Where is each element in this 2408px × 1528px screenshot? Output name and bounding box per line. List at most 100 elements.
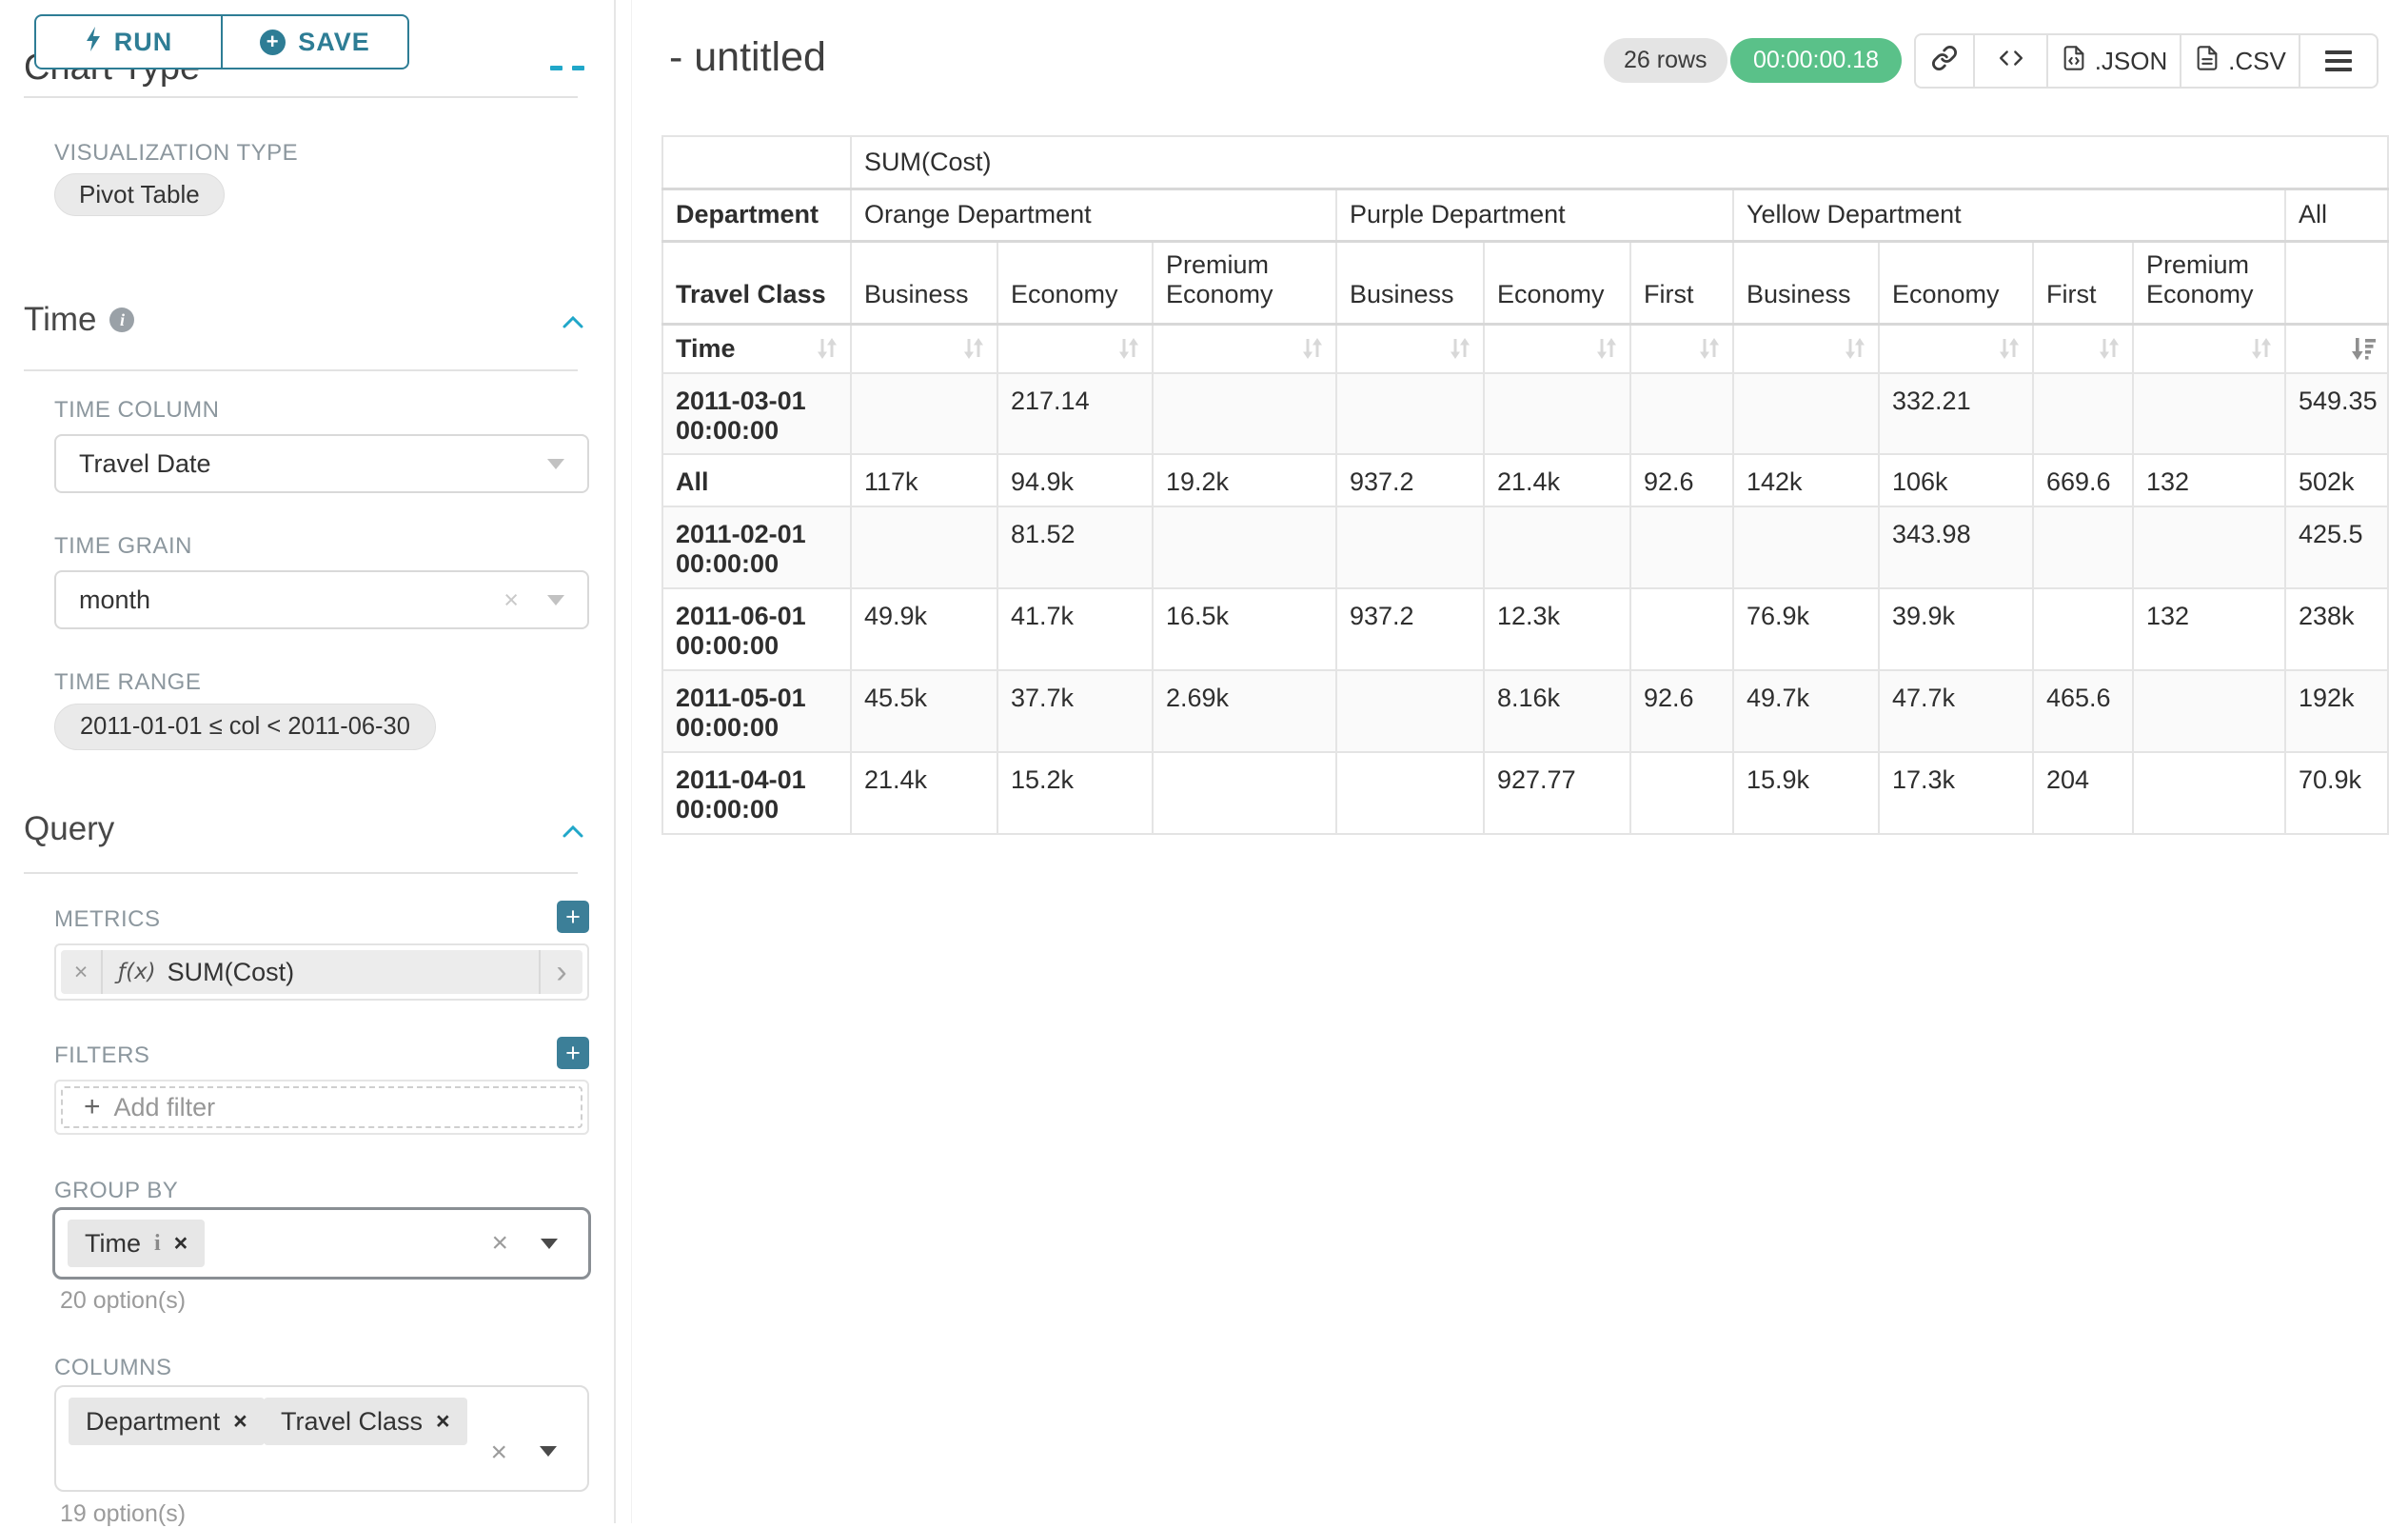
sort-icon[interactable]: [960, 335, 987, 362]
filters-label: FILTERS: [54, 1042, 149, 1069]
sort-icon[interactable]: [1115, 335, 1142, 362]
info-icon[interactable]: i: [109, 308, 134, 332]
value-cell: [1733, 373, 1879, 454]
column-header: Business: [1733, 241, 1879, 324]
share-link-button[interactable]: [1916, 35, 1975, 87]
info-icon[interactable]: i: [154, 1231, 161, 1257]
sort-icon[interactable]: [814, 335, 840, 362]
sort-icon[interactable]: [2096, 335, 2122, 362]
time-grain-value: month: [79, 585, 150, 615]
time-section-header: Time i: [24, 301, 134, 339]
sort-cell: [1630, 324, 1733, 373]
query-section-title: Query: [24, 810, 114, 848]
table-row: 2011-06-01 00:00:0049.9k41.7k16.5k937.21…: [662, 588, 2388, 670]
value-cell: 21.4k: [1484, 454, 1630, 506]
value-cell: 142k: [1733, 454, 1879, 506]
columns-chip[interactable]: Department ×: [69, 1398, 265, 1445]
columns-chip-label: Department: [86, 1407, 220, 1437]
value-cell: [1153, 752, 1336, 834]
time-column-select[interactable]: Travel Date: [54, 434, 589, 493]
sort-descending-icon[interactable]: [2349, 335, 2378, 362]
add-metric-button[interactable]: +: [557, 901, 589, 933]
clear-icon[interactable]: ×: [503, 585, 519, 615]
export-json-button[interactable]: .JSON: [2048, 35, 2181, 87]
row-label-cell: 2011-04-01 00:00:00: [662, 752, 851, 834]
sort-icon[interactable]: [1299, 335, 1326, 362]
metric-name: SUM(Cost): [168, 958, 295, 987]
clear-all-icon[interactable]: ×: [490, 1437, 507, 1469]
value-cell: [1484, 373, 1630, 454]
group-by-select[interactable]: Time i × ×: [52, 1207, 591, 1280]
columns-select[interactable]: Department × Travel Class × ×: [54, 1385, 589, 1492]
add-filter-button[interactable]: + Add filter: [61, 1086, 582, 1128]
group-by-chip[interactable]: Time i ×: [68, 1220, 205, 1267]
row-label-cell: 2011-05-01 00:00:00: [662, 670, 851, 752]
menu-button[interactable]: [2300, 35, 2377, 87]
sort-icon[interactable]: [2248, 335, 2275, 362]
value-cell: 45.5k: [851, 670, 997, 752]
remove-metric-icon[interactable]: ×: [61, 950, 103, 994]
time-grain-select[interactable]: month ×: [54, 570, 589, 629]
metrics-container: × ƒ(x) SUM(Cost) ›: [54, 943, 589, 1001]
value-cell: 669.6: [2033, 454, 2133, 506]
add-filter-label: Add filter: [114, 1093, 216, 1122]
time-range-chip[interactable]: 2011-01-01 ≤ col < 2011-06-30: [54, 704, 436, 750]
value-cell: 70.9k: [2285, 752, 2388, 834]
sort-cell: [1484, 324, 1630, 373]
collapse-chevron-icon[interactable]: [562, 314, 584, 334]
sort-cell: [1336, 324, 1484, 373]
value-cell: [2133, 670, 2285, 752]
export-csv-button[interactable]: .CSV: [2181, 35, 2300, 87]
chevron-right-icon[interactable]: ›: [539, 950, 582, 994]
sort-desc-cell: [2285, 324, 2388, 373]
sort-icon[interactable]: [1696, 335, 1723, 362]
metric-chip[interactable]: × ƒ(x) SUM(Cost) ›: [61, 950, 582, 994]
sort-icon[interactable]: [1447, 335, 1473, 362]
row-dimension-header: Department: [662, 189, 851, 241]
add-filter-plus-button[interactable]: +: [557, 1037, 589, 1069]
value-cell: [1630, 506, 1733, 588]
columns-label: COLUMNS: [54, 1355, 172, 1381]
clear-all-icon[interactable]: ×: [491, 1227, 508, 1260]
group-by-label: GROUP BY: [54, 1178, 178, 1204]
sort-icon[interactable]: [1593, 335, 1620, 362]
columns-chip[interactable]: Travel Class ×: [264, 1398, 467, 1445]
save-button[interactable]: + SAVE: [223, 16, 407, 68]
sidebar-divider[interactable]: [614, 0, 616, 1523]
row-label-cell: 2011-06-01 00:00:00: [662, 588, 851, 670]
value-cell: [1630, 752, 1733, 834]
row-dimension-header: Travel Class: [662, 241, 851, 324]
value-cell: 132: [2133, 588, 2285, 670]
column-group-header: All: [2285, 189, 2388, 241]
value-cell: 49.9k: [851, 588, 997, 670]
sort-cell: [2033, 324, 2133, 373]
value-cell: [1630, 588, 1733, 670]
run-button[interactable]: RUN: [36, 16, 223, 68]
viz-type-chip[interactable]: Pivot Table: [54, 173, 225, 216]
remove-chip-icon[interactable]: ×: [174, 1230, 188, 1258]
lightning-icon: [85, 26, 102, 59]
file-text-icon: [2194, 45, 2220, 78]
value-cell: 92.6: [1630, 670, 1733, 752]
value-cell: [2033, 588, 2133, 670]
row-label-cell: All: [662, 454, 851, 506]
export-button-group: .JSON .CSV: [1914, 33, 2378, 89]
remove-chip-icon[interactable]: ×: [233, 1408, 247, 1436]
value-cell: 465.6: [2033, 670, 2133, 752]
table-row: All117k94.9k19.2k937.221.4k92.6142k106k6…: [662, 454, 2388, 506]
view-query-button[interactable]: [1975, 35, 2048, 87]
collapsed-section-indicator-icon: [572, 66, 584, 70]
sort-icon[interactable]: [1842, 335, 1868, 362]
remove-chip-icon[interactable]: ×: [436, 1408, 450, 1436]
chart-title[interactable]: - untitled: [669, 34, 826, 81]
sort-icon[interactable]: [1996, 335, 2023, 362]
sort-cell: [997, 324, 1153, 373]
column-header: Economy: [997, 241, 1153, 324]
value-cell: 39.9k: [1879, 588, 2033, 670]
collapse-chevron-icon[interactable]: [562, 824, 584, 843]
file-code-icon: [2061, 45, 2087, 78]
metrics-label: METRICS: [54, 906, 161, 933]
group-by-chip-label: Time: [85, 1229, 141, 1259]
value-cell: 502k: [2285, 454, 2388, 506]
collapsed-section-indicator-icon: [550, 66, 563, 70]
